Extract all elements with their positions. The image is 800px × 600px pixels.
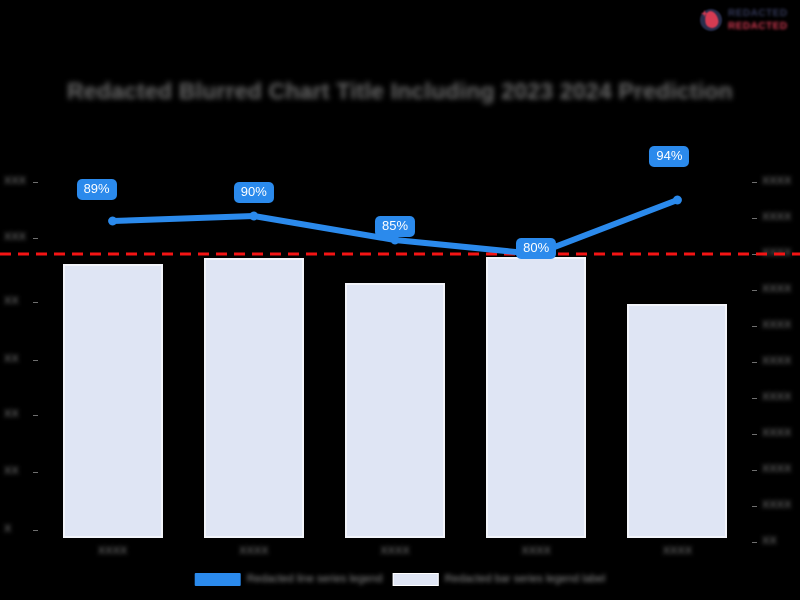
data-label-2: 90%: [233, 182, 274, 203]
right-tick-5: [752, 326, 757, 327]
bar-2: [203, 258, 304, 538]
right-tick-1: [752, 182, 757, 183]
x-axis-label-1: XXXX: [97, 545, 128, 557]
right-tick-8: [752, 434, 757, 435]
right-axis-label-6: XXXX: [762, 355, 792, 367]
left-tick-7: [33, 530, 38, 531]
left-tick-4: [33, 360, 38, 361]
left-axis-label-1: XXX: [4, 175, 27, 187]
left-axis-label-7: X: [4, 523, 12, 535]
left-axis-label-5: XX: [4, 408, 19, 420]
bar-5: [627, 304, 728, 538]
brand-line-2: REDACTED: [728, 21, 788, 32]
chart-legend: Redacted line series legend Redacted bar…: [189, 566, 612, 592]
x-axis-label-4: XXXX: [521, 545, 551, 557]
bar-1: [62, 264, 163, 538]
left-tick-3: [33, 302, 38, 303]
legend-label-line: Redacted line series legend: [246, 573, 383, 585]
bar-swatch: [392, 572, 439, 586]
right-tick-9: [752, 470, 757, 471]
x-axis-label-2: XXXX: [239, 545, 269, 557]
right-axis-label-11: XX: [762, 535, 777, 547]
right-axis-label-7: XXXX: [762, 391, 792, 403]
right-tick-11: [752, 542, 757, 543]
data-label-4: 80%: [516, 238, 557, 259]
left-axis-label-3: XX: [4, 295, 19, 307]
left-tick-1: [33, 182, 38, 183]
right-axis-label-1: XXXX: [762, 175, 792, 187]
right-tick-2: [752, 218, 757, 219]
right-tick-4: [752, 290, 757, 291]
right-axis-label-3: XXXX: [762, 247, 792, 259]
left-tick-5: [33, 415, 38, 416]
right-tick-3: [752, 254, 757, 255]
left-tick-2: [33, 238, 38, 239]
x-axis-label-3: XXXX: [380, 545, 410, 557]
data-label-1: 89%: [76, 179, 117, 200]
legend-label-bar: Redacted bar series legend label: [444, 573, 606, 585]
right-tick-6: [752, 362, 757, 363]
brand-wordmark: REDACTED REDACTED: [728, 8, 794, 32]
brand-logo: REDACTED REDACTED: [698, 4, 794, 36]
left-tick-6: [33, 472, 38, 473]
left-axis-label-4: XX: [4, 353, 19, 365]
right-axis-label-5: XXXX: [762, 319, 792, 331]
legend-item-bar[interactable]: Redacted bar series legend label: [392, 572, 606, 586]
brand-line-1: REDACTED: [728, 8, 788, 19]
left-axis-label-2: XXX: [4, 231, 27, 243]
droplet-spark-icon: [698, 7, 724, 33]
right-axis-label-10: XXXX: [762, 499, 792, 511]
x-axis-label-5: XXXX: [662, 545, 693, 557]
chart-title: Redacted Blurred Chart Title Including 2…: [67, 78, 733, 104]
right-tick-10: [752, 506, 757, 507]
right-axis-label-8: XXXX: [762, 427, 792, 439]
line-swatch: [194, 572, 241, 586]
left-axis-label-6: XX: [4, 465, 19, 477]
data-label-5: 94%: [649, 146, 690, 167]
right-axis-label-4: XXXX: [762, 283, 792, 295]
bar-3: [345, 283, 445, 538]
right-axis-label-2: XXXX: [762, 211, 792, 223]
data-label-3: 85%: [374, 216, 416, 237]
right-tick-7: [752, 398, 757, 399]
bar-4: [486, 257, 587, 538]
right-axis-label-9: XXXX: [762, 463, 792, 475]
legend-item-line[interactable]: Redacted line series legend: [194, 572, 383, 586]
